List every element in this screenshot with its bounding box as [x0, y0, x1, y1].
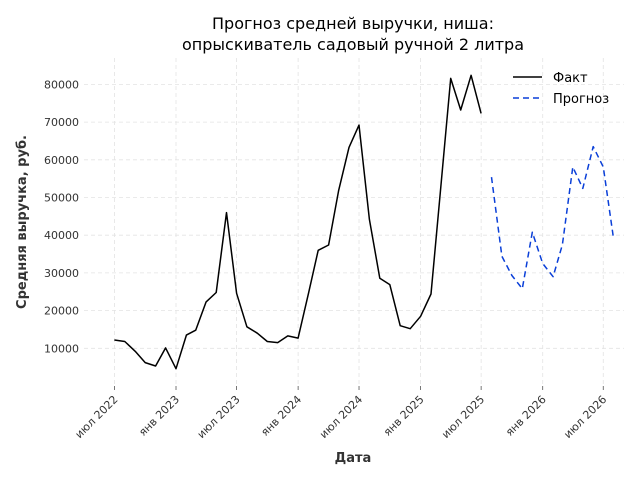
data-point-fact	[184, 333, 189, 338]
series-lines	[112, 73, 616, 371]
data-point-fact	[428, 292, 433, 297]
data-point-fact	[265, 339, 270, 344]
data-point-fact	[204, 299, 209, 304]
data-point-fact	[336, 188, 341, 193]
data-point-fact	[296, 336, 301, 341]
data-point-fact	[143, 360, 148, 365]
series-line-fact	[114, 74, 482, 370]
data-point-fact	[346, 145, 351, 150]
chart-title-line-2: опрыскиватель садовый ручной 2 литра	[182, 35, 524, 54]
data-point-fact	[448, 76, 453, 81]
y-tick-label: 40000	[44, 229, 79, 242]
y-tick-label: 70000	[44, 116, 79, 129]
data-point-forecast	[570, 164, 575, 169]
data-point-fact	[234, 291, 239, 296]
data-point-fact	[306, 291, 311, 296]
data-point-fact	[377, 276, 382, 281]
data-point-fact	[408, 326, 413, 331]
series-line-forecast	[490, 145, 615, 290]
data-point-fact	[387, 282, 392, 287]
data-point-fact	[224, 210, 229, 215]
data-point-fact	[285, 333, 290, 338]
data-point-fact	[122, 339, 127, 344]
data-point-fact	[174, 366, 179, 371]
legend-label-forecast: Прогноз	[553, 92, 609, 107]
y-tick-label: 50000	[44, 191, 79, 204]
data-point-fact	[458, 108, 463, 113]
data-point-forecast	[601, 164, 606, 169]
data-point-forecast	[611, 236, 616, 241]
x-axis-ticks: июл 2022 янв 2023 июл 2023 янв 2024 июл 2024…	[73, 386, 609, 441]
data-point-fact	[112, 338, 117, 343]
x-tick-label: июл 2024	[317, 393, 365, 441]
y-tick-label: 10000	[44, 342, 79, 355]
data-point-fact	[214, 290, 219, 295]
x-tick-label: янв 2025	[381, 393, 427, 439]
y-tick-label: 60000	[44, 154, 79, 167]
grid	[84, 58, 624, 386]
data-point-forecast	[560, 242, 565, 247]
data-point-fact	[133, 349, 138, 354]
data-point-fact	[255, 331, 260, 336]
data-point-fact	[326, 242, 331, 247]
data-point-fact	[438, 190, 443, 195]
data-point-fact	[163, 345, 168, 350]
data-point-forecast	[530, 230, 535, 235]
data-point-fact	[418, 314, 423, 319]
data-point-fact	[244, 324, 249, 329]
data-point-fact	[479, 111, 484, 116]
data-point-forecast	[489, 175, 494, 180]
legend: Факт Прогноз	[513, 71, 609, 107]
data-point-fact	[316, 248, 321, 253]
data-point-forecast	[520, 286, 525, 291]
y-axis-label: Средняя выручка, руб.	[15, 135, 30, 309]
data-point-fact	[469, 73, 474, 78]
y-tick-label: 20000	[44, 305, 79, 318]
y-tick-label: 80000	[44, 78, 79, 91]
data-point-fact	[275, 340, 280, 345]
chart-title-line-1: Прогноз средней выручки, ниша:	[212, 14, 494, 33]
y-tick-label: 30000	[44, 267, 79, 280]
x-tick-label: янв 2026	[503, 393, 549, 439]
data-point-forecast	[540, 261, 545, 266]
data-point-forecast	[509, 273, 514, 278]
x-tick-label: июл 2026	[561, 393, 609, 441]
x-tick-label: июл 2025	[439, 393, 487, 441]
x-tick-label: янв 2023	[136, 393, 182, 439]
data-point-forecast	[499, 254, 504, 259]
data-point-fact	[357, 123, 362, 128]
data-point-fact	[153, 364, 158, 369]
data-point-fact	[398, 323, 403, 328]
legend-label-fact: Факт	[553, 71, 588, 86]
data-point-forecast	[591, 144, 596, 149]
y-axis-ticks: 10000 20000 30000 40000 50000 60000 70000 80000	[44, 78, 79, 355]
x-tick-label: янв 2024	[258, 393, 304, 439]
data-point-fact	[193, 328, 198, 333]
x-tick-label: июл 2023	[195, 393, 243, 441]
x-tick-label: июл 2022	[73, 393, 121, 441]
data-point-forecast	[551, 274, 556, 279]
x-axis-label: Дата	[335, 451, 372, 466]
data-point-forecast	[580, 186, 585, 191]
data-point-fact	[367, 217, 372, 222]
